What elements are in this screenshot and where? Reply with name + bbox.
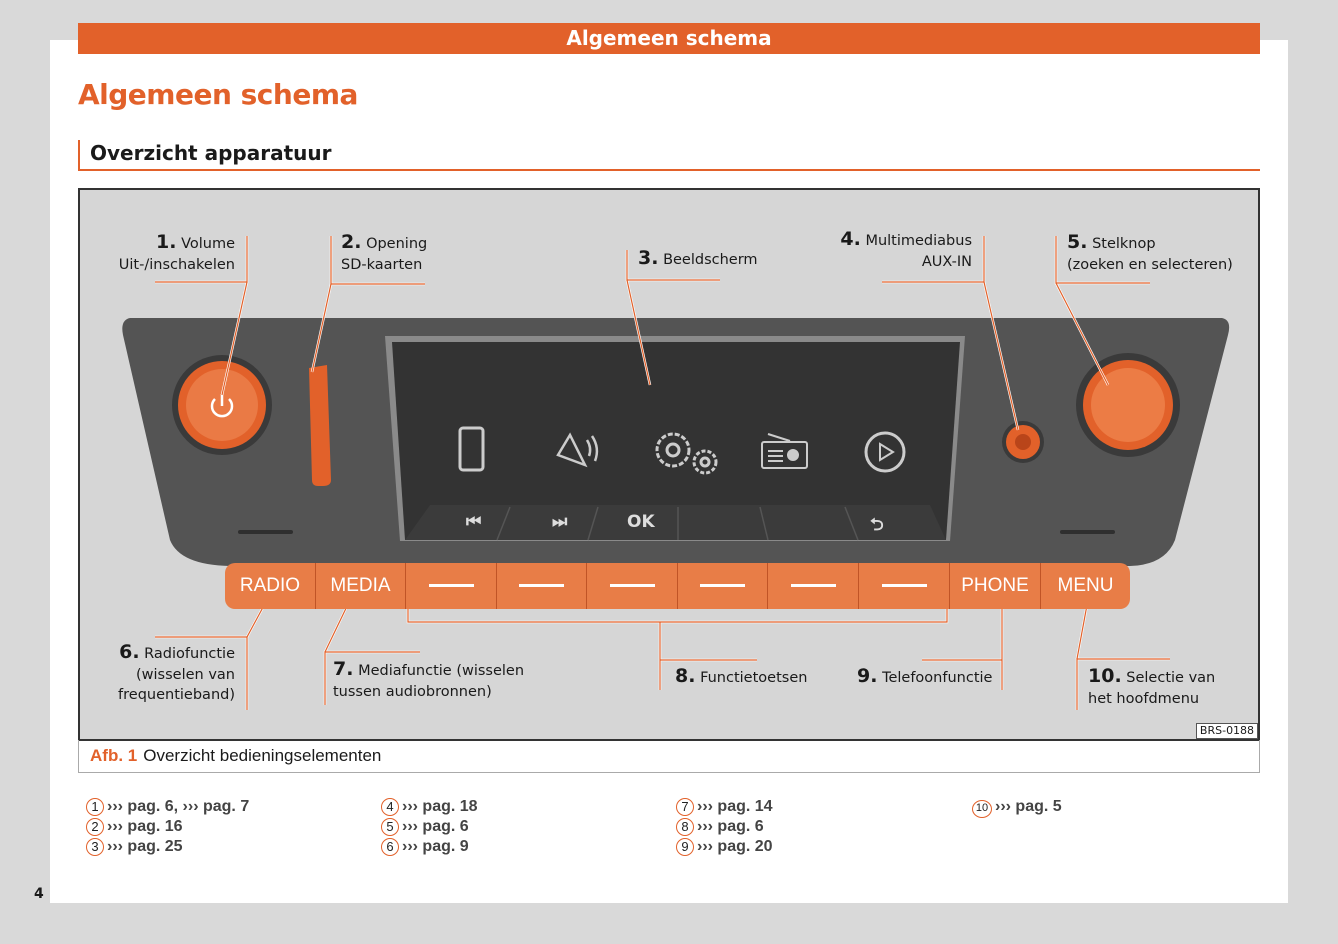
references-col-2: 4 ››› pag. 18 5 ››› pag. 6 6 ››› pag. 9 [381, 797, 478, 857]
reference-item[interactable]: 1 ››› pag. 6, ››› pag. 7 [86, 797, 249, 817]
menu-button: MENU [1041, 563, 1130, 609]
reference-item[interactable]: 2 ››› pag. 16 [86, 817, 249, 837]
reference-item[interactable]: 6 ››› pag. 9 [381, 837, 478, 857]
play-icon [864, 431, 906, 473]
callout-1: 1. Volume Uit-/inschakelen [118, 231, 235, 273]
callout-9: 9. Telefoonfunctie [857, 665, 993, 687]
power-icon [210, 394, 234, 418]
callout-2: 2. Opening SD-kaarten [341, 231, 428, 273]
radio-button: RADIO [225, 563, 316, 609]
sd-card-slot [309, 365, 331, 486]
reference-item[interactable]: 7 ››› pag. 14 [676, 797, 773, 817]
references-col-1: 1 ››› pag. 6, ››› pag. 7 2 ››› pag. 16 3 ››… [86, 797, 249, 857]
speaker-icon [556, 432, 599, 468]
callout-4: 4. Multimediabus AUX-IN [840, 228, 972, 270]
phone-button: PHONE [950, 563, 1041, 609]
reference-item[interactable]: 4 ››› pag. 18 [381, 797, 478, 817]
phone-icon [458, 426, 485, 472]
header-bar: Algemeen schema [78, 23, 1260, 54]
section-title: Overzicht apparatuur [78, 140, 1260, 171]
reference-item[interactable]: 10 ››› pag. 5 [972, 797, 1062, 818]
figure-code: BRS-0188 [1196, 723, 1258, 739]
callout-10: 10. Selectie van het hoofdmenu [1088, 665, 1216, 707]
function-key-4 [678, 563, 768, 609]
function-key-3 [587, 563, 678, 609]
settings-gears-icon [655, 432, 718, 475]
callout-7: 7. Mediafunctie (wisselen tussen audiobro… [333, 658, 525, 700]
display-screen [392, 342, 960, 540]
radio-icon [761, 433, 808, 469]
page-title: Algemeen schema [78, 78, 358, 111]
media-button: MEDIA [316, 563, 406, 609]
next-track-softkey: ⏭ [552, 512, 568, 532]
ok-softkey: OK [627, 512, 655, 532]
function-key-5 [768, 563, 859, 609]
callout-3: 3. Beeldscherm [638, 247, 758, 269]
callout-6: 6. Radiofunctie (wisselen van frequentieba… [118, 641, 235, 703]
reference-item[interactable]: 3 ››› pag. 25 [86, 837, 249, 857]
figure-caption: Afb. 1 Overzicht bedieningselementen [78, 740, 1260, 773]
prev-track-softkey: ⏮ [466, 512, 482, 532]
callout-8: 8. Functietoetsen [675, 665, 808, 687]
function-key-2 [497, 563, 587, 609]
references-col-3: 7 ››› pag. 14 8 ››› pag. 6 9 ››› pag. 20 [676, 797, 773, 857]
function-key-1 [406, 563, 497, 609]
back-softkey: ⮌ [870, 515, 884, 535]
page-number: 4 [34, 886, 44, 902]
function-key-6 [859, 563, 950, 609]
reference-item[interactable]: 5 ››› pag. 6 [381, 817, 478, 837]
references-col-4: 10 ››› pag. 5 [972, 797, 1062, 818]
reference-item[interactable]: 9 ››› pag. 20 [676, 837, 773, 857]
callout-5: 5. Stelknop (zoeken en selecteren) [1067, 231, 1233, 273]
reference-item[interactable]: 8 ››› pag. 6 [676, 817, 773, 837]
